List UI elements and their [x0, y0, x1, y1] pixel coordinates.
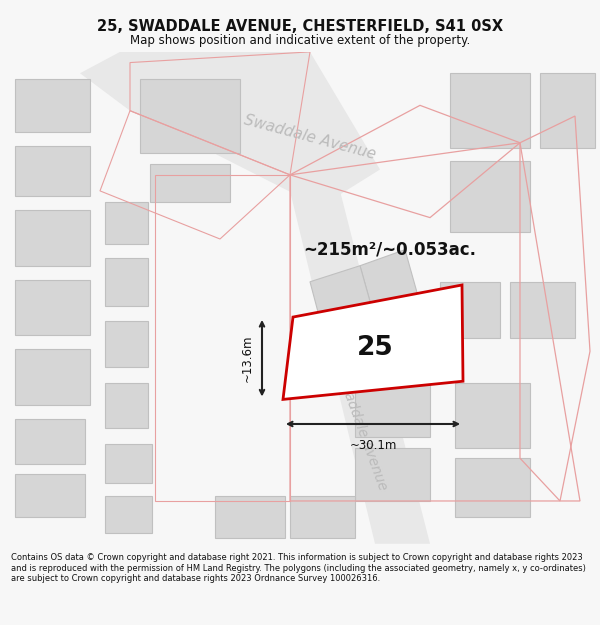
Polygon shape	[440, 282, 500, 339]
Polygon shape	[355, 448, 430, 501]
Polygon shape	[450, 73, 530, 148]
Polygon shape	[215, 496, 285, 538]
Text: Contains OS data © Crown copyright and database right 2021. This information is : Contains OS data © Crown copyright and d…	[11, 553, 586, 583]
Polygon shape	[455, 383, 530, 448]
Text: ~215m²/~0.053ac.: ~215m²/~0.053ac.	[304, 241, 476, 259]
Polygon shape	[15, 419, 85, 464]
Polygon shape	[450, 161, 530, 231]
Polygon shape	[290, 191, 430, 544]
Text: 25, SWADDALE AVENUE, CHESTERFIELD, S41 0SX: 25, SWADDALE AVENUE, CHESTERFIELD, S41 0…	[97, 19, 503, 34]
Polygon shape	[15, 474, 85, 517]
Polygon shape	[105, 321, 148, 368]
Polygon shape	[150, 164, 230, 202]
Polygon shape	[310, 266, 375, 339]
Polygon shape	[455, 458, 530, 517]
Polygon shape	[105, 258, 148, 306]
Text: ~30.1m: ~30.1m	[349, 439, 397, 452]
Polygon shape	[290, 496, 355, 538]
Text: ~13.6m: ~13.6m	[241, 334, 254, 382]
Polygon shape	[140, 79, 240, 154]
Polygon shape	[15, 210, 90, 266]
Polygon shape	[15, 279, 90, 335]
Polygon shape	[283, 285, 463, 399]
Polygon shape	[15, 146, 90, 196]
Text: Swaddale Avenue: Swaddale Avenue	[334, 371, 390, 492]
Polygon shape	[105, 202, 148, 244]
Polygon shape	[510, 282, 575, 339]
Polygon shape	[15, 349, 90, 405]
Text: Swaddale Avenue: Swaddale Avenue	[242, 112, 377, 162]
Text: 25: 25	[356, 335, 394, 361]
Polygon shape	[540, 73, 595, 148]
Polygon shape	[105, 444, 152, 483]
Polygon shape	[355, 383, 430, 437]
Polygon shape	[15, 79, 90, 132]
Polygon shape	[105, 383, 148, 428]
Polygon shape	[360, 250, 420, 319]
Polygon shape	[105, 496, 152, 533]
Polygon shape	[80, 52, 380, 207]
Text: Map shows position and indicative extent of the property.: Map shows position and indicative extent…	[130, 34, 470, 47]
